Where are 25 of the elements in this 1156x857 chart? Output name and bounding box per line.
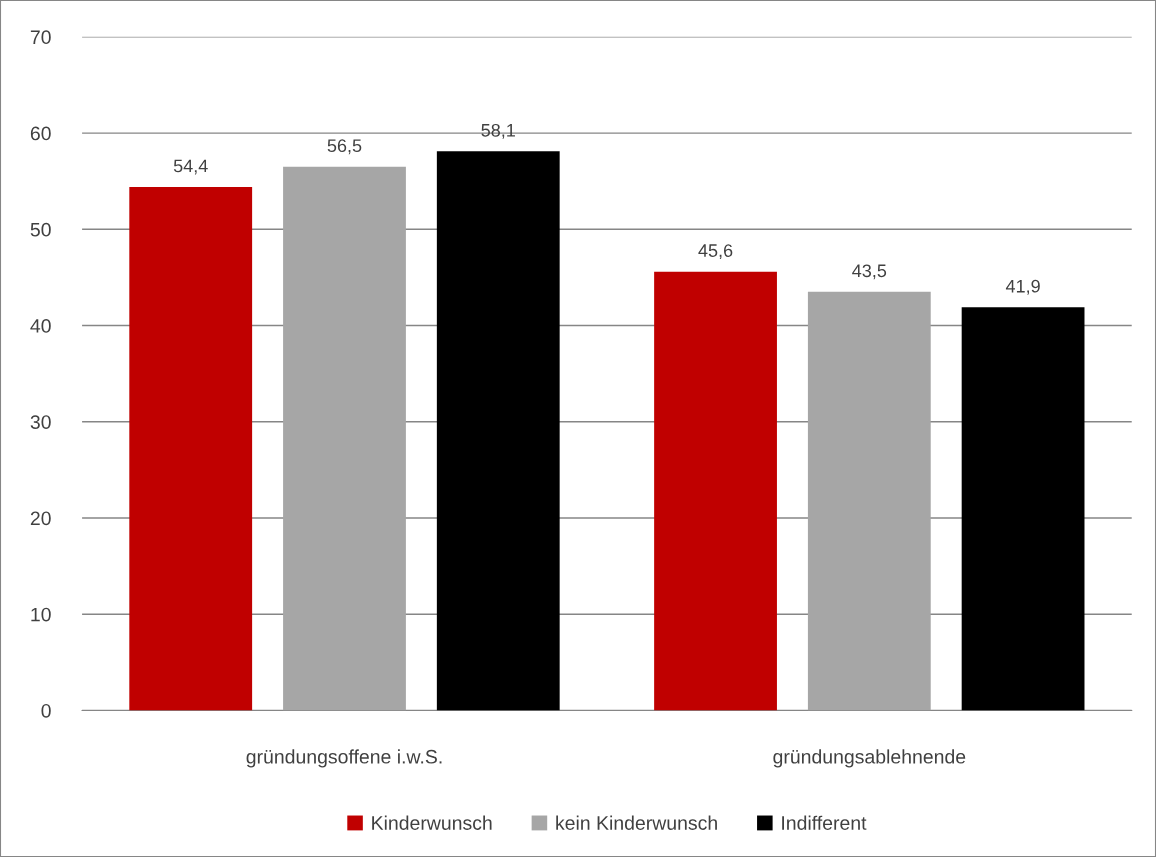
data-label: 43,5 [852, 264, 887, 280]
data-label: 54,4 [173, 159, 208, 175]
legend-label: Kinderwunsch [372, 815, 492, 830]
bar [283, 166, 406, 711]
bar [961, 307, 1085, 711]
x-tick-label: gründungsablehnende [773, 749, 966, 768]
y-tick-label: 50 [30, 222, 51, 237]
bar [807, 291, 931, 711]
y-tick-label: 10 [31, 607, 51, 622]
y-tick-label: 60 [30, 126, 51, 141]
data-label: 45,6 [698, 244, 733, 260]
y-tick-label: 40 [30, 319, 51, 333]
y-tick-label: 30 [30, 415, 51, 429]
bar [436, 151, 560, 711]
x-tick-label: gründungsoffene i.w.S. [246, 749, 442, 768]
y-tick-label: 0 [41, 703, 51, 718]
bar [129, 186, 253, 711]
data-label: 56,5 [327, 139, 362, 155]
y-tick-label: 70 [30, 30, 51, 45]
bar [654, 271, 777, 711]
data-label: 41,9 [1005, 279, 1040, 295]
legend-label: Indifferent [782, 815, 867, 830]
legend-label: kein Kinderwunsch [556, 815, 717, 830]
y-tick-label: 20 [30, 511, 51, 526]
data-label: 58,1 [481, 123, 515, 139]
